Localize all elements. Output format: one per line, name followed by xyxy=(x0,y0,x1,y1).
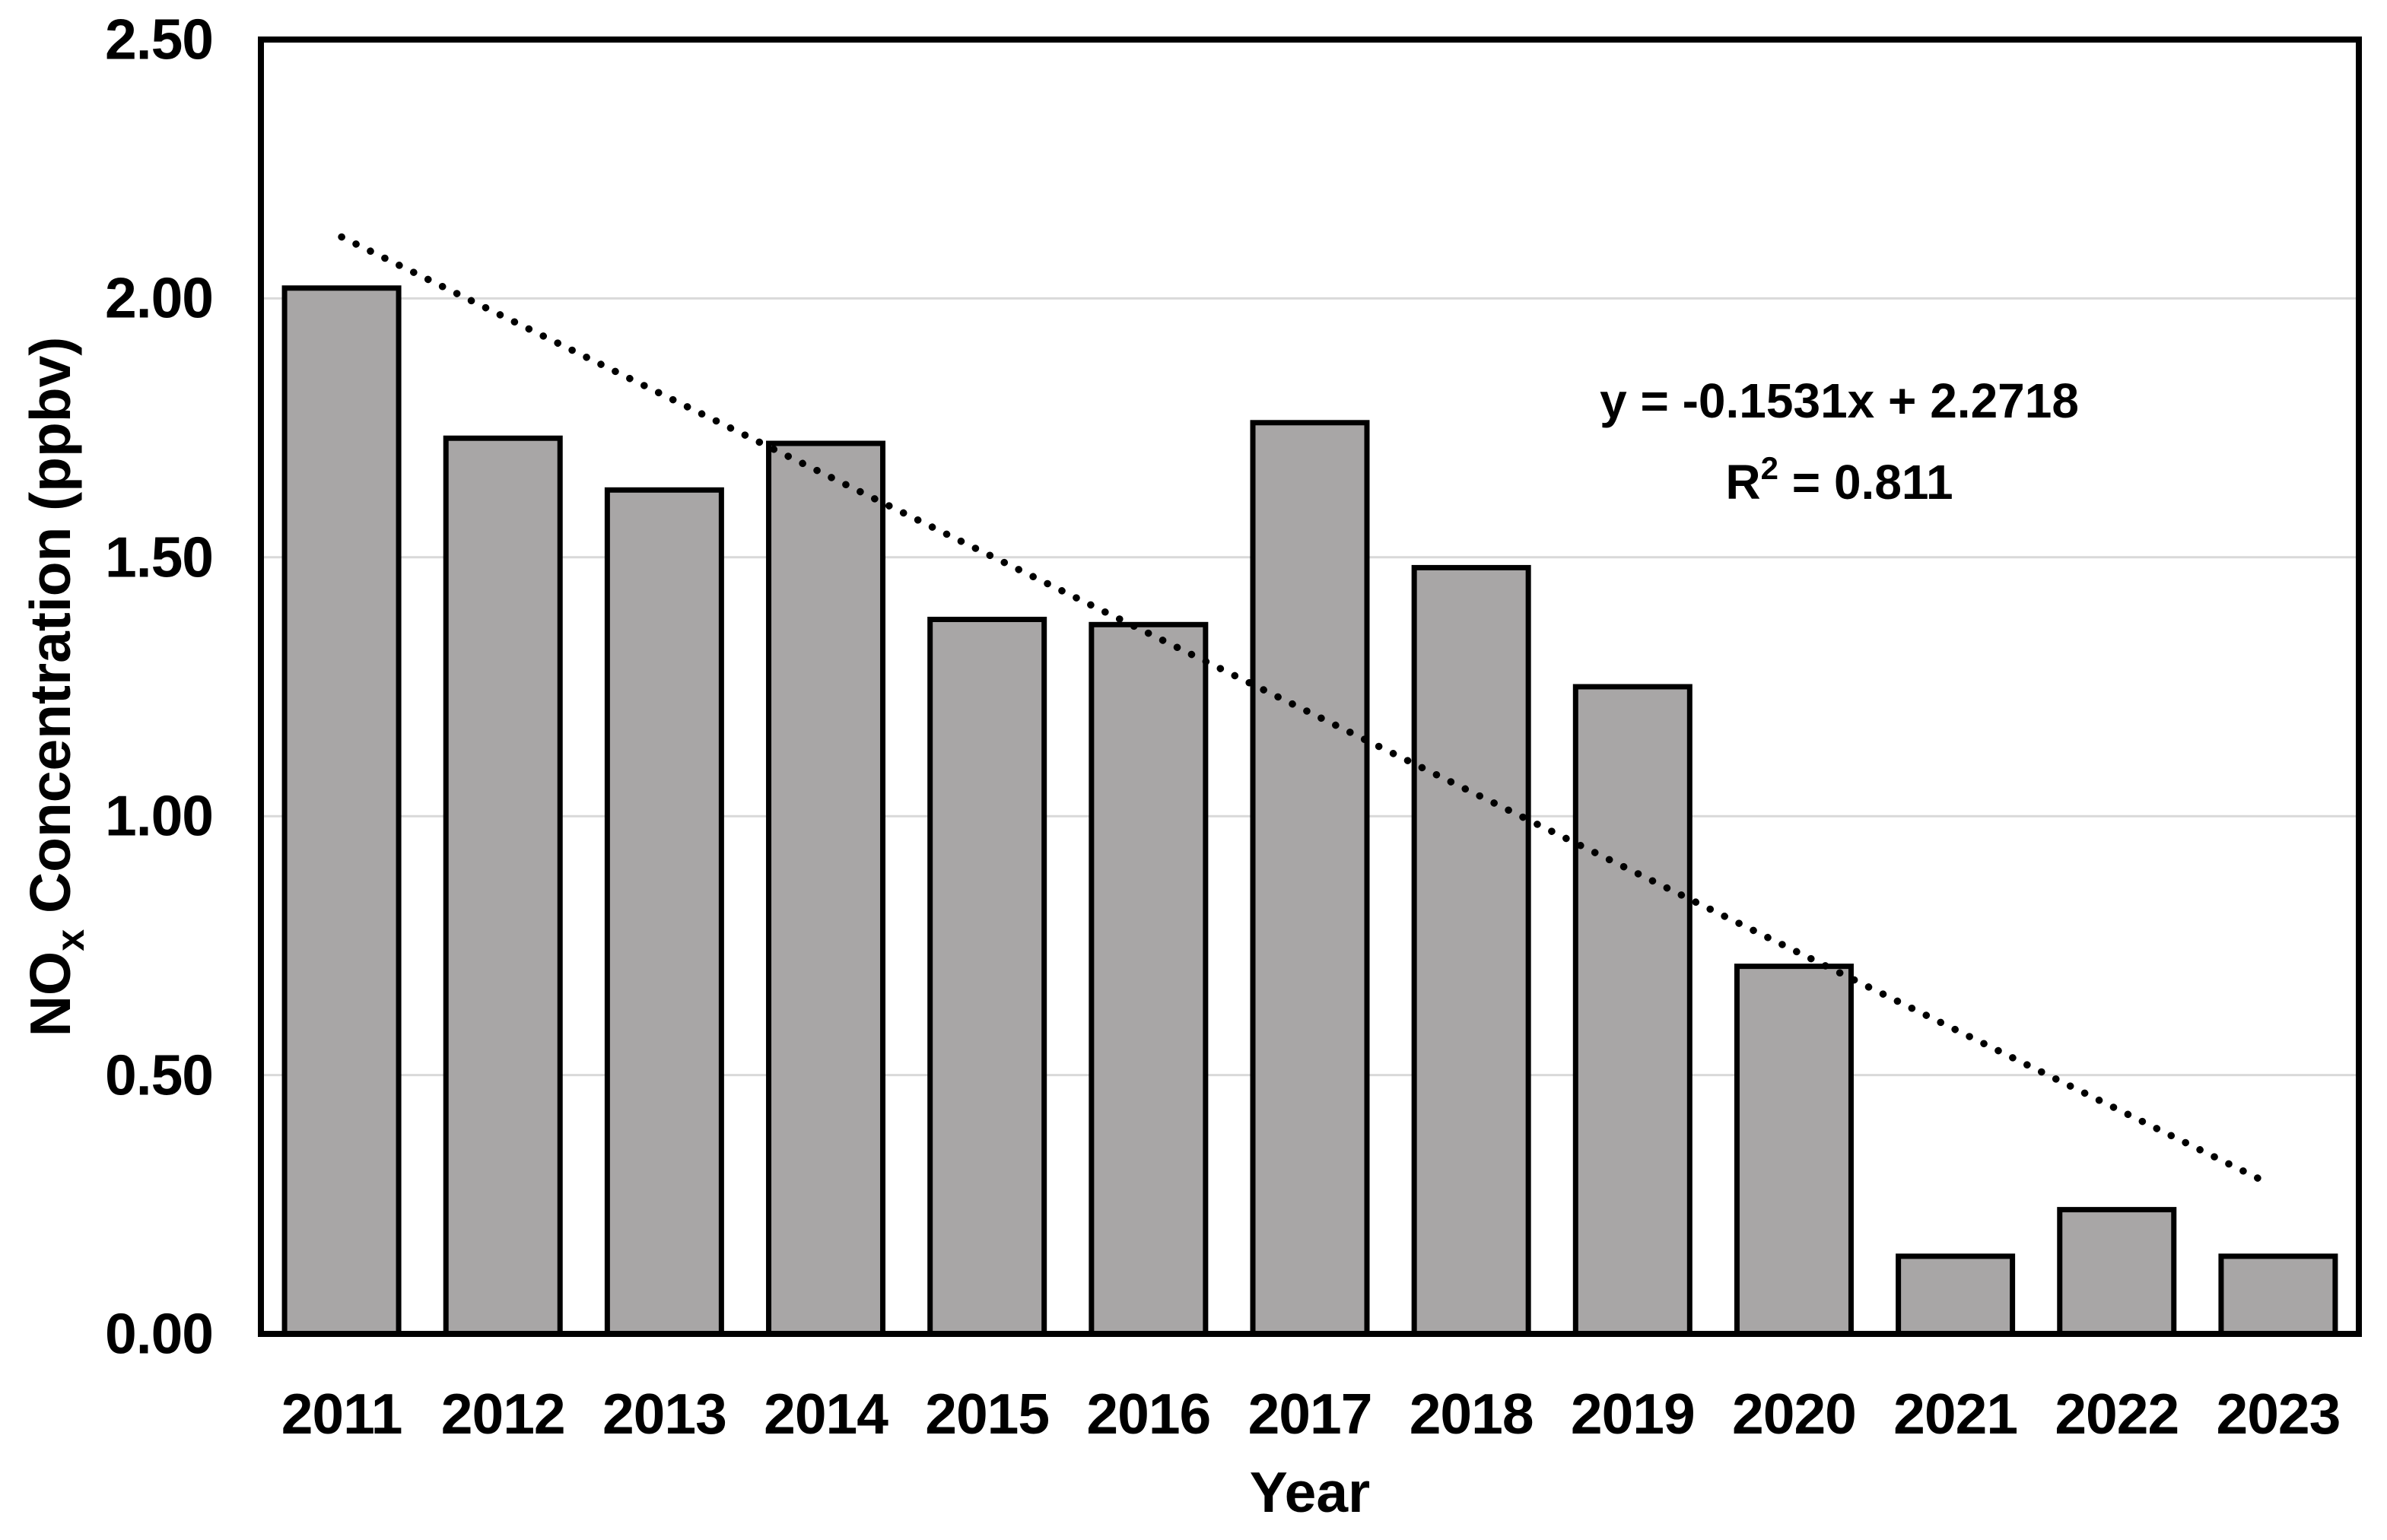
x-tick-2015: 2015 xyxy=(925,1382,1050,1446)
bar-2019 xyxy=(1572,684,1693,1337)
trendline-annotation: y = -0.1531x + 2.2718 R2 = 0.811 xyxy=(1600,360,2079,523)
bar-2017 xyxy=(1250,420,1370,1337)
trendline-dotted xyxy=(338,233,2276,1189)
y-axis-title: NOx Concentration (ppbv) xyxy=(18,337,93,1037)
bar-2013 xyxy=(604,487,724,1337)
y-axis-title-main: NO xyxy=(18,951,82,1037)
bar-2011 xyxy=(281,285,402,1337)
y-tick-1.50: 1.50 xyxy=(105,525,214,589)
bar-2021 xyxy=(1896,1253,2016,1337)
y-tick-1.00: 1.00 xyxy=(105,783,214,848)
x-tick-2020: 2020 xyxy=(1732,1382,1857,1446)
bar-2020 xyxy=(1734,964,1854,1337)
x-tick-2011: 2011 xyxy=(281,1382,403,1446)
x-tick-2023: 2023 xyxy=(2216,1382,2341,1446)
bar-2018 xyxy=(1411,564,1531,1337)
x-tick-2021: 2021 xyxy=(1893,1382,2018,1446)
r-value: = 0.811 xyxy=(1778,455,1953,510)
x-axis-title: Year xyxy=(1249,1460,1371,1524)
x-tick-2016: 2016 xyxy=(1086,1382,1211,1446)
y-tick-2.50: 2.50 xyxy=(105,7,214,71)
bar-2012 xyxy=(443,435,563,1337)
trendline-r-squared: R2 = 0.811 xyxy=(1600,442,2079,523)
bar-2023 xyxy=(2218,1253,2338,1337)
trendline-equation: y = -0.1531x + 2.2718 xyxy=(1600,373,2079,429)
bar-2022 xyxy=(2057,1207,2177,1337)
y-tick-0.00: 0.00 xyxy=(105,1301,214,1366)
x-tick-2014: 2014 xyxy=(764,1382,888,1446)
bar-2014 xyxy=(766,440,886,1337)
x-tick-2019: 2019 xyxy=(1570,1382,1696,1446)
r-label: R xyxy=(1725,455,1761,510)
x-tick-2018: 2018 xyxy=(1409,1382,1534,1446)
x-tick-2013: 2013 xyxy=(602,1382,727,1446)
bar-2016 xyxy=(1089,621,1209,1337)
plot-frame xyxy=(258,37,2362,1337)
x-tick-2012: 2012 xyxy=(440,1382,566,1446)
r-exponent: 2 xyxy=(1760,450,1778,486)
x-tick-2017: 2017 xyxy=(1248,1382,1373,1446)
bar-2015 xyxy=(927,616,1047,1337)
y-axis-title-subscript: x xyxy=(49,929,93,951)
x-tick-2022: 2022 xyxy=(2055,1382,2179,1446)
y-tick-2.00: 2.00 xyxy=(105,265,214,330)
y-axis-title-rest: Concentration (ppbv) xyxy=(18,336,82,929)
y-tick-0.50: 0.50 xyxy=(105,1043,214,1107)
